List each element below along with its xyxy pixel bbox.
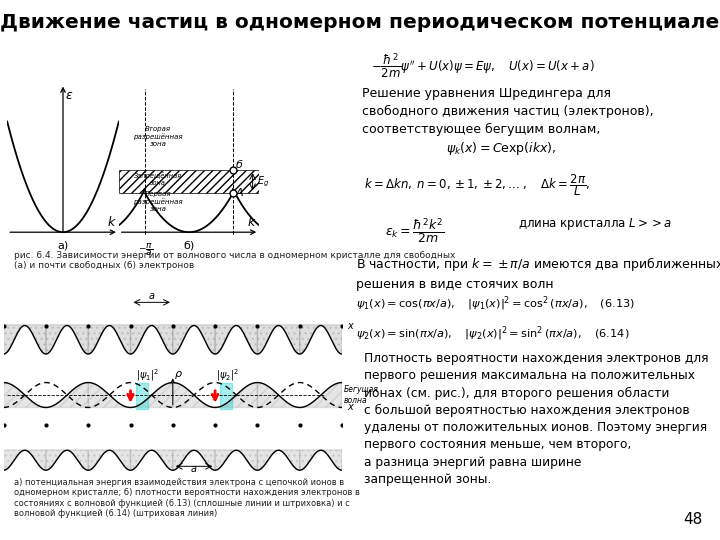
Text: $-\dfrac{\pi}{a}$: $-\dfrac{\pi}{a}$ [138,241,153,258]
Text: $\varepsilon_k = \dfrac{\hbar^2 k^2}{2m}$: $\varepsilon_k = \dfrac{\hbar^2 k^2}{2m}… [385,216,444,246]
Text: $a$: $a$ [190,464,197,474]
Text: x: x [347,402,353,413]
Text: Вторая
разрешённая
зона: Вторая разрешённая зона [133,126,183,147]
Text: Движение частиц в одномерном периодическом потенциале: Движение частиц в одномерном периодическ… [1,14,719,32]
Text: $|\psi_2|^2$: $|\psi_2|^2$ [216,367,240,383]
Text: Запрещённая
зона: Запрещённая зона [134,172,182,186]
Text: длина кристалла $L{>>}a$: длина кристалла $L{>>}a$ [518,216,672,232]
Text: рис. 6.4. Зависимости энергии от волнового числа в одномерном кристалле для своб: рис. 6.4. Зависимости энергии от волново… [14,251,456,271]
Text: Решение уравнения Шредингера для
свободного движения частиц (электронов),
соотве: Решение уравнения Шредингера для свободн… [362,87,654,136]
Text: А: А [236,188,243,198]
Text: а) потенциальная энергия взаимодействия электрона с цепочкой ионов в
одномерном : а) потенциальная энергия взаимодействия … [14,478,360,518]
Text: $\varepsilon$: $\varepsilon$ [65,89,73,102]
Text: $\psi_2(x) = \sin(\pi x/a), \quad |\psi_2(x)|^2 = \sin^2(\pi x/a), \quad (6.14)$: $\psi_2(x) = \sin(\pi x/a), \quad |\psi_… [356,324,630,342]
Text: б: б [236,160,243,171]
Text: $|\psi_1|^2$: $|\psi_1|^2$ [136,367,159,383]
Text: 48: 48 [683,511,702,526]
Text: $\rho$: $\rho$ [174,369,183,381]
Text: x: x [347,321,353,330]
Text: В частности, при $k=\pm\pi/a$ имеются два приближенных
решения в виде стоячих во: В частности, при $k=\pm\pi/a$ имеются дв… [356,255,720,291]
Text: $\psi_k(x) = C\exp(ikx),$: $\psi_k(x) = C\exp(ikx),$ [446,140,557,157]
Text: $-\dfrac{\hbar^2}{2m}\psi'' + U(x)\psi = E\psi, \quad U(x) = U(x+a)$: $-\dfrac{\hbar^2}{2m}\psi'' + U(x)\psi =… [371,51,594,80]
Text: $E_g$: $E_g$ [257,174,269,189]
Text: $\psi_1(x) = \cos(\pi x/a), \quad |\psi_1(x)|^2 = \cos^2(\pi x/a), \quad (6.13)$: $\psi_1(x) = \cos(\pi x/a), \quad |\psi_… [356,294,636,313]
Text: $k$: $k$ [248,215,257,230]
Text: Плотность вероятности нахождения электронов для
первого решения максимальна на п: Плотность вероятности нахождения электро… [364,352,708,486]
Bar [119,170,259,193]
Text: Бегущая
волна: Бегущая волна [343,386,378,404]
Text: б): б) [184,240,194,251]
Text: Первая
разрешённая
зона: Первая разрешённая зона [133,191,183,212]
Text: $a$: $a$ [148,291,156,301]
Text: $k$: $k$ [107,215,117,230]
Text: а): а) [58,240,68,251]
Text: $k = \Delta k n, \; n = 0, \pm 1, \pm 2,\ldots\; , \quad \Delta k = \dfrac{2\pi}: $k = \Delta k n, \; n = 0, \pm 1, \pm 2,… [364,173,590,199]
